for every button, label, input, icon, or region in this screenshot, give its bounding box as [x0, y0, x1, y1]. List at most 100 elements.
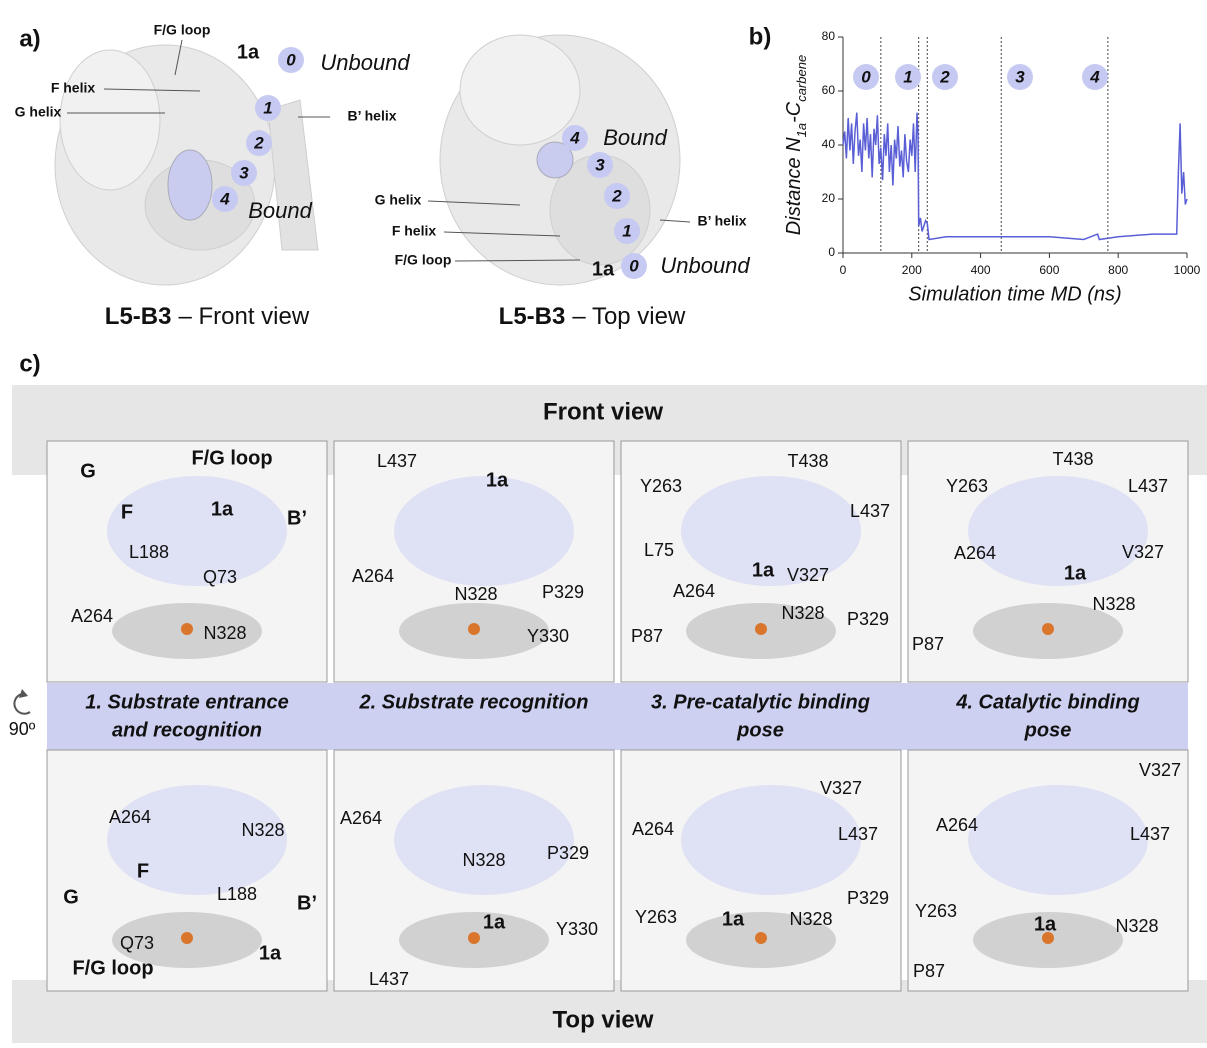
label: 2	[611, 186, 622, 205]
label: 0	[286, 50, 296, 69]
label: 3. Pre-catalytic binding	[651, 691, 870, 713]
label: Bound	[248, 198, 312, 223]
label: 20	[822, 191, 836, 205]
label: 1a	[592, 258, 615, 280]
label: Unbound	[320, 50, 410, 75]
label: Front view	[543, 398, 663, 425]
label: F	[137, 860, 149, 882]
caption-bold: L5-B3	[105, 303, 172, 330]
label: 4	[1089, 67, 1100, 86]
label: 600	[1039, 263, 1059, 277]
caption-rest: – Top view	[572, 303, 686, 330]
label: 1a	[237, 41, 260, 63]
iron	[468, 623, 480, 635]
label: L437	[1130, 824, 1170, 844]
label: 4	[219, 189, 230, 208]
label: 1a	[483, 911, 506, 933]
label: 400	[971, 263, 991, 277]
label: F/G loop	[72, 957, 153, 979]
label: L188	[129, 542, 169, 562]
label: 0	[828, 245, 835, 259]
label: Unbound	[660, 253, 750, 278]
label: B’ helix	[347, 108, 396, 124]
label: A264	[632, 819, 674, 839]
label: V327	[1122, 542, 1164, 562]
label: 1a	[752, 559, 775, 581]
label: 0	[629, 256, 639, 275]
label: N328	[789, 909, 832, 929]
y-label-part: Distance N	[783, 137, 805, 235]
label: 0	[861, 67, 871, 86]
label: P329	[847, 888, 889, 908]
label: 1a	[259, 942, 282, 964]
label: P87	[631, 626, 663, 646]
caption: L5-B3– Front view	[105, 303, 310, 330]
label: N328	[241, 820, 284, 840]
label: A264	[936, 815, 978, 835]
label: 1a	[1064, 562, 1087, 584]
label: Bound	[603, 125, 667, 150]
label: Top view	[553, 1006, 654, 1033]
label: Y263	[946, 476, 988, 496]
iron	[755, 623, 767, 635]
label: Q73	[120, 933, 154, 953]
label: b)	[749, 23, 772, 50]
label: A264	[340, 808, 382, 828]
label: L437	[850, 501, 890, 521]
caption: L5-B3– Top view	[499, 303, 686, 330]
label: F/G loop	[154, 22, 211, 38]
label: A264	[954, 543, 996, 563]
label: 1a	[1034, 913, 1057, 935]
label: F helix	[51, 80, 96, 96]
label: F	[121, 501, 133, 523]
protein-top	[440, 35, 680, 285]
label: G helix	[375, 192, 422, 208]
label: V327	[1139, 760, 1181, 780]
label: G	[80, 460, 96, 482]
label: L75	[644, 540, 674, 560]
label: 1	[903, 67, 912, 86]
y-label-part: -C	[783, 101, 805, 123]
label: P329	[547, 843, 589, 863]
caption-rest: – Front view	[178, 303, 309, 330]
label: P329	[847, 609, 889, 629]
surface	[107, 785, 287, 895]
label: P87	[912, 634, 944, 654]
surface	[968, 785, 1148, 895]
label: 1	[263, 98, 272, 117]
label: A264	[673, 581, 715, 601]
label: 3	[239, 163, 249, 182]
label: 4	[569, 128, 580, 147]
label: 4. Catalytic binding	[955, 691, 1139, 713]
label: Y263	[635, 907, 677, 927]
label: 0	[840, 263, 847, 277]
label: N328	[1092, 594, 1135, 614]
label: T438	[1052, 449, 1093, 469]
label: Y330	[556, 919, 598, 939]
label: 1a	[211, 498, 234, 520]
label: 1a	[722, 908, 745, 930]
label: F helix	[392, 223, 437, 239]
label: G helix	[15, 104, 62, 120]
label: 3	[1015, 67, 1025, 86]
label: P329	[542, 582, 584, 602]
label: B’	[297, 892, 317, 914]
label: Y263	[915, 901, 957, 921]
y-axis-label: Distance N1a-Ccarbene	[783, 55, 809, 235]
label: F/G loop	[191, 447, 272, 469]
label: 60	[822, 83, 836, 97]
label: F/G loop	[395, 252, 452, 268]
label: pose	[1024, 719, 1072, 741]
label: 800	[1108, 263, 1128, 277]
figure: a)F/G loop1aF helixG helixB’ helixUnboun…	[0, 0, 1207, 1043]
label: 3	[595, 155, 605, 174]
label: c)	[19, 350, 40, 377]
label: A264	[109, 807, 151, 827]
y-label-sub: 1a	[794, 123, 809, 137]
label: G	[63, 886, 79, 908]
caption-bold: L5-B3	[499, 303, 566, 330]
label: B’	[287, 507, 307, 529]
label: P87	[913, 961, 945, 981]
iron	[755, 932, 767, 944]
label: V327	[820, 778, 862, 798]
